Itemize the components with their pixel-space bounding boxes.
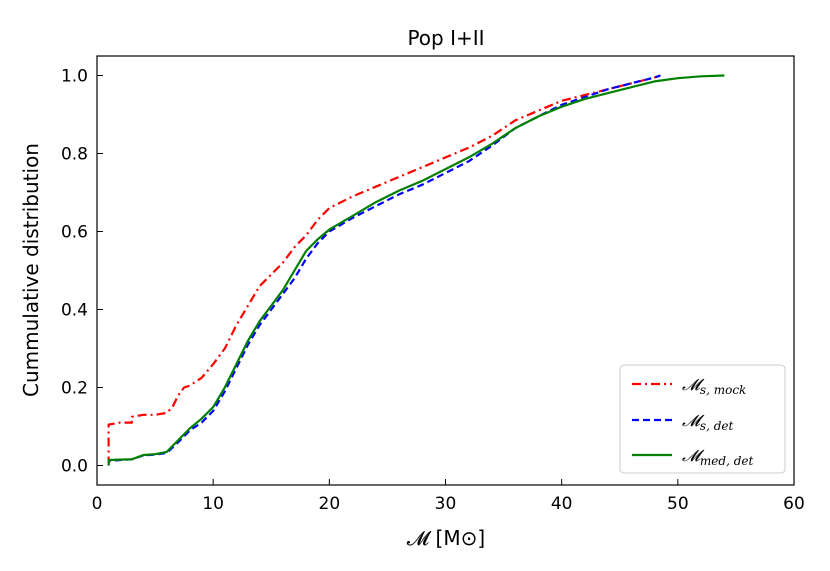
- x-axis: 0 10 20 30 40 50 60: [92, 479, 805, 514]
- x-tick-label: 10: [202, 494, 224, 514]
- legend-label-3: 𝓜med, det: [682, 446, 753, 468]
- legend-frame: [619, 364, 786, 474]
- legend-label-subscript: med, det: [700, 454, 754, 468]
- series-line-3: [107, 74, 725, 466]
- y-axis: 0.0 0.2 0.4 0.6 0.8 1.0: [61, 67, 103, 477]
- y-tick-label: 0.6: [61, 223, 88, 243]
- x-tick-label: 50: [667, 494, 689, 514]
- y-tick-label: 0.2: [61, 379, 88, 399]
- series-layer: [107, 74, 725, 466]
- legend-label-main: 𝓜: [682, 375, 705, 394]
- legend-label-2: 𝓜s, det: [682, 411, 733, 433]
- y-tick-label: 0.4: [61, 301, 88, 321]
- x-tick-label: 0: [92, 494, 103, 514]
- x-tick-label: 20: [319, 494, 341, 514]
- x-tick-label: 60: [783, 494, 805, 514]
- x-tick-label: 40: [551, 494, 573, 514]
- x-tick-label: 30: [435, 494, 457, 514]
- x-axis-label: 𝓜 [M⊙]: [407, 526, 485, 550]
- series-line-1: [107, 74, 661, 466]
- legend-label-main: 𝓜: [682, 411, 705, 430]
- y-tick-label: 0.8: [61, 145, 88, 165]
- y-axis-label: Cummulative distribution: [19, 143, 43, 397]
- legend-label-subscript: s, mock: [700, 383, 746, 397]
- legend-label-subscript: s, det: [700, 419, 734, 433]
- legend-label-main: 𝓜: [682, 446, 705, 465]
- y-tick-label: 1.0: [61, 67, 88, 87]
- series-line-2: [107, 74, 661, 466]
- legend-label-1: 𝓜s, mock: [682, 375, 746, 397]
- chart-title: Pop I+II: [407, 26, 484, 50]
- y-tick-label: 0.0: [61, 457, 88, 477]
